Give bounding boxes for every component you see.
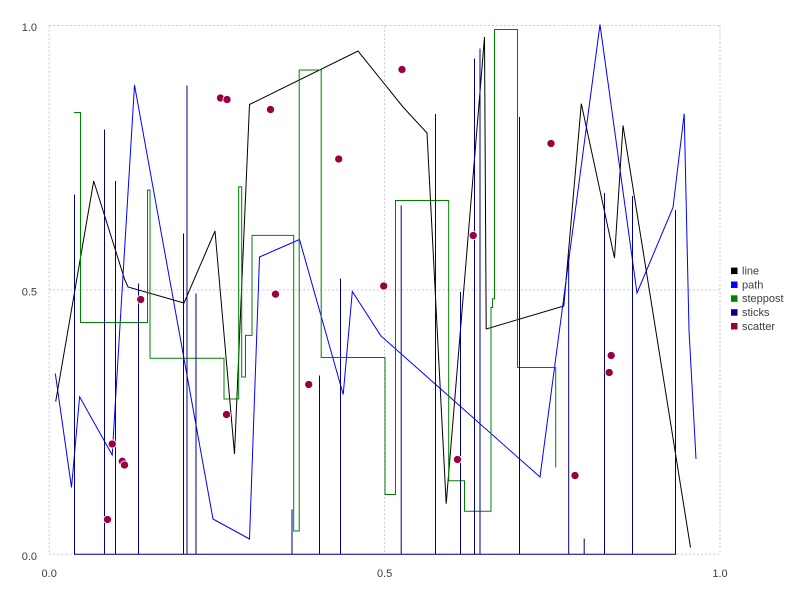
svg-text:1.0: 1.0 <box>712 568 727 580</box>
svg-text:scatter: scatter <box>742 321 775 333</box>
svg-text:1.0: 1.0 <box>22 22 37 34</box>
svg-text:0.0: 0.0 <box>42 568 57 580</box>
svg-text:0.0: 0.0 <box>22 551 37 563</box>
svg-text:steppost: steppost <box>742 293 784 305</box>
svg-text:path: path <box>742 279 763 291</box>
svg-text:0.5: 0.5 <box>377 568 392 580</box>
svg-text:0.5: 0.5 <box>22 287 37 299</box>
svg-text:sticks: sticks <box>742 307 770 319</box>
svg-text:line: line <box>742 266 759 278</box>
